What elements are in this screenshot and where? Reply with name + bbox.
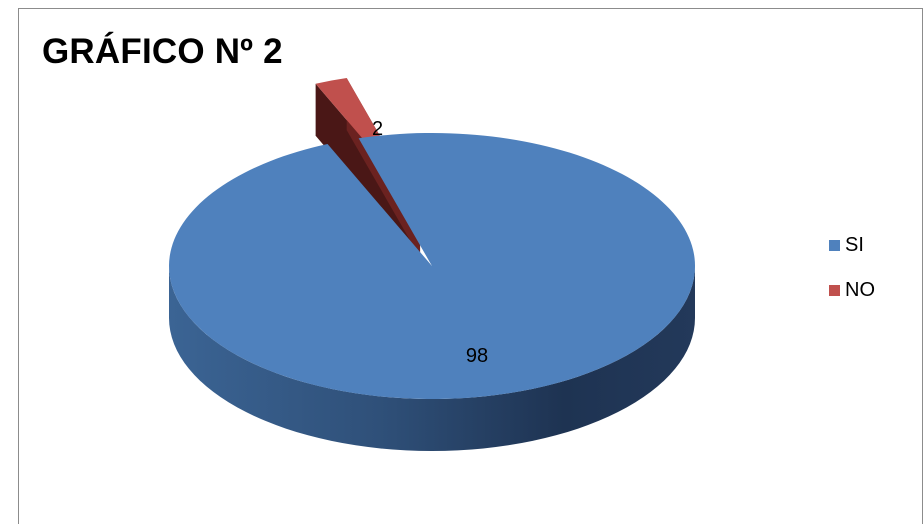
chart-title: GRÁFICO Nº 2 [42,32,283,71]
data-label-no: 2 [372,118,383,140]
legend-swatch-no [829,284,840,296]
slice-si [169,132,696,399]
slice-side-si [169,266,695,451]
legend-swatch-si [829,239,840,251]
data-label-si: 98 [466,345,488,367]
slice-wall-no-left [315,83,421,258]
legend-label-si: SI [845,233,864,256]
legend-item-si: SI [829,232,875,258]
legend-label-no: NO [845,278,875,301]
legend-item-no: NO [829,277,875,303]
legend: SI NO [829,232,875,322]
